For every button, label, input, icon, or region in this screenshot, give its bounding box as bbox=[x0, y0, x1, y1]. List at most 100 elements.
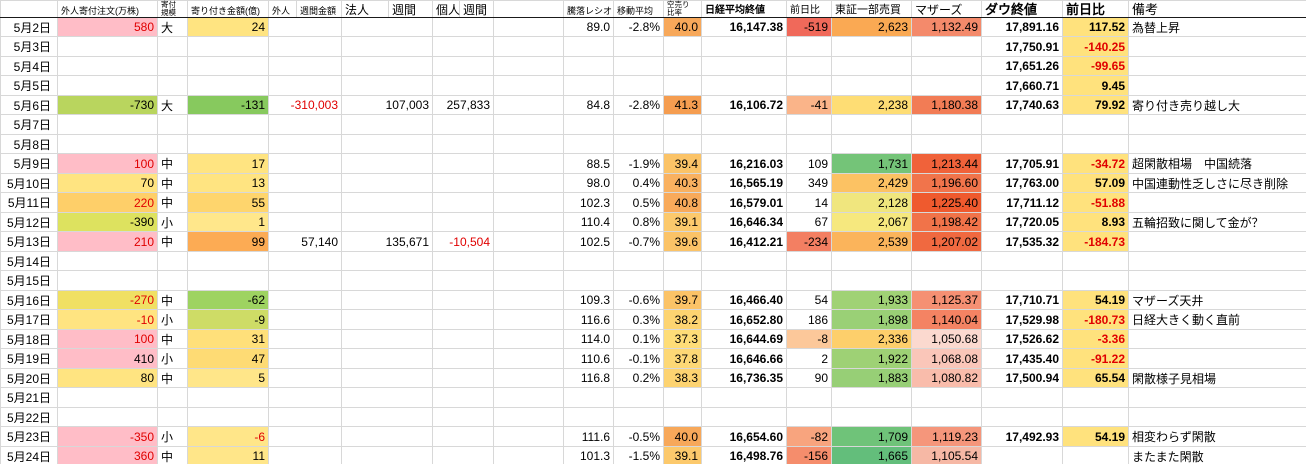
individual-weekly-cell[interactable] bbox=[432, 328, 494, 350]
moving-average-cell[interactable]: -0.7% bbox=[613, 231, 664, 252]
dow-change-cell[interactable] bbox=[1062, 406, 1129, 428]
foreign-order-cell[interactable]: 100 bbox=[57, 328, 158, 350]
order-size-cell[interactable] bbox=[157, 36, 188, 57]
spacer-cell[interactable] bbox=[493, 348, 564, 369]
remark-cell[interactable] bbox=[1128, 387, 1306, 408]
dow-change-cell[interactable]: -51.88 bbox=[1062, 192, 1129, 213]
order-size-cell[interactable]: 中 bbox=[157, 153, 188, 174]
corporate-weekly-cell[interactable] bbox=[341, 309, 433, 330]
mothers-cell[interactable]: 1,140.04 bbox=[911, 309, 982, 330]
date-cell[interactable]: 5月7日 bbox=[0, 114, 58, 135]
date-cell[interactable]: 5月14日 bbox=[0, 250, 58, 272]
nikkei-change-cell[interactable] bbox=[786, 387, 832, 408]
short-ratio-cell[interactable]: 39.4 bbox=[663, 153, 702, 174]
nikkei-change-cell[interactable] bbox=[786, 250, 832, 272]
corporate-weekly-cell[interactable] bbox=[341, 250, 433, 272]
date-cell[interactable]: 5月9日 bbox=[0, 153, 58, 174]
dow-change-cell[interactable]: -184.73 bbox=[1062, 231, 1129, 252]
dow-close-cell[interactable]: 17,435.40 bbox=[981, 348, 1063, 369]
updown-ratio-cell[interactable]: 110.6 bbox=[563, 348, 614, 369]
dow-change-cell[interactable]: 54.19 bbox=[1062, 426, 1129, 447]
updown-ratio-cell[interactable]: 111.6 bbox=[563, 426, 614, 447]
updown-ratio-cell[interactable] bbox=[563, 250, 614, 272]
foreign-order-cell[interactable] bbox=[57, 406, 158, 428]
individual-weekly-cell[interactable] bbox=[432, 211, 494, 233]
short-ratio-cell[interactable]: 37.8 bbox=[663, 348, 702, 369]
moving-average-cell[interactable]: -0.6% bbox=[613, 289, 664, 311]
individual-weekly-cell[interactable] bbox=[432, 172, 494, 194]
order-size-cell[interactable]: 中 bbox=[157, 367, 188, 389]
foreign-weekly-cell[interactable] bbox=[268, 211, 342, 233]
order-size-cell[interactable] bbox=[157, 133, 188, 155]
corporate-weekly-cell[interactable] bbox=[341, 289, 433, 311]
spacer-cell[interactable] bbox=[493, 16, 564, 38]
foreign-order-cell[interactable] bbox=[57, 250, 158, 272]
individual-weekly-cell[interactable] bbox=[432, 348, 494, 369]
spacer-cell[interactable] bbox=[493, 289, 564, 311]
nikkei-close-cell[interactable]: 16,216.03 bbox=[701, 153, 787, 174]
foreign-weekly-cell[interactable] bbox=[268, 387, 342, 408]
nikkei-close-cell[interactable]: 16,565.19 bbox=[701, 172, 787, 194]
short-ratio-cell[interactable]: 41.3 bbox=[663, 94, 702, 116]
foreign-weekly-cell[interactable] bbox=[268, 153, 342, 174]
spacer-cell[interactable] bbox=[493, 55, 564, 77]
foreign-order-header[interactable]: 外人寄付注文(万株) bbox=[57, 0, 158, 18]
corporate-weekly-cell[interactable] bbox=[341, 192, 433, 213]
mothers-cell[interactable]: 1,105.54 bbox=[911, 445, 982, 464]
foreign-order-cell[interactable]: 70 bbox=[57, 172, 158, 194]
open-amount-cell[interactable]: 24 bbox=[187, 16, 269, 38]
open-amount-cell[interactable]: -62 bbox=[187, 289, 269, 311]
foreign-order-cell[interactable]: 360 bbox=[57, 445, 158, 464]
foreign-order-cell[interactable]: 100 bbox=[57, 153, 158, 174]
dow-close-cell[interactable]: 17,660.71 bbox=[981, 75, 1063, 96]
nikkei-close-cell[interactable] bbox=[701, 387, 787, 408]
corporate-weekly-header[interactable]: 週間 bbox=[388, 0, 433, 18]
short-ratio-cell[interactable]: 40.8 bbox=[663, 192, 702, 213]
corporate-weekly-cell[interactable] bbox=[341, 55, 433, 77]
open-amount-cell[interactable]: -6 bbox=[187, 426, 269, 447]
remark-cell[interactable]: マザーズ天井 bbox=[1128, 289, 1306, 311]
dow-close-cell[interactable]: 17,492.93 bbox=[981, 426, 1063, 447]
remark-cell[interactable]: 寄り付き売り越し大 bbox=[1128, 94, 1306, 116]
tse-volume-header[interactable]: 東証一部売買 bbox=[831, 0, 912, 18]
nikkei-close-cell[interactable] bbox=[701, 75, 787, 96]
dow-close-cell[interactable] bbox=[981, 270, 1063, 291]
nikkei-close-cell[interactable]: 16,466.40 bbox=[701, 289, 787, 311]
dow-close-cell[interactable]: 17,750.91 bbox=[981, 36, 1063, 57]
order-size-cell[interactable]: 中 bbox=[157, 289, 188, 311]
updown-ratio-cell[interactable] bbox=[563, 114, 614, 135]
updown-ratio-cell[interactable]: 88.5 bbox=[563, 153, 614, 174]
nikkei-change-cell[interactable] bbox=[786, 406, 832, 428]
individual-weekly-cell[interactable] bbox=[432, 192, 494, 213]
remark-cell[interactable] bbox=[1128, 114, 1306, 135]
short-ratio-cell[interactable] bbox=[663, 133, 702, 155]
nikkei-change-cell[interactable]: 349 bbox=[786, 172, 832, 194]
spacer-cell[interactable] bbox=[493, 231, 564, 252]
corporate-weekly-cell[interactable]: 107,003 bbox=[341, 94, 433, 116]
nikkei-close-cell[interactable] bbox=[701, 406, 787, 428]
moving-average-cell[interactable] bbox=[613, 55, 664, 77]
nikkei-close-cell[interactable] bbox=[701, 133, 787, 155]
corporate-weekly-cell[interactable] bbox=[341, 270, 433, 291]
foreign-weekly-cell[interactable]: 57,140 bbox=[268, 231, 342, 252]
order-size-cell[interactable]: 小 bbox=[157, 211, 188, 233]
date-cell[interactable]: 5月4日 bbox=[0, 55, 58, 77]
mothers-cell[interactable] bbox=[911, 270, 982, 291]
nikkei-change-cell[interactable]: -82 bbox=[786, 426, 832, 447]
nikkei-close-cell[interactable]: 16,644.69 bbox=[701, 328, 787, 350]
remark-cell[interactable] bbox=[1128, 133, 1306, 155]
date-cell[interactable]: 5月16日 bbox=[0, 289, 58, 311]
foreign-order-cell[interactable]: -390 bbox=[57, 211, 158, 233]
spacer-cell[interactable] bbox=[493, 367, 564, 389]
individual-weekly-cell[interactable] bbox=[432, 309, 494, 330]
mothers-cell[interactable] bbox=[911, 114, 982, 135]
tse-volume-cell[interactable]: 2,336 bbox=[831, 328, 912, 350]
order-size-header[interactable]: 寄付 規模 bbox=[157, 0, 188, 18]
date-cell[interactable]: 5月21日 bbox=[0, 387, 58, 408]
order-size-cell[interactable]: 小 bbox=[157, 309, 188, 330]
remark-cell[interactable] bbox=[1128, 192, 1306, 213]
foreign-order-cell[interactable]: 580 bbox=[57, 16, 158, 38]
foreign-order-cell[interactable] bbox=[57, 387, 158, 408]
open-amount-cell[interactable] bbox=[187, 114, 269, 135]
dow-close-cell[interactable] bbox=[981, 406, 1063, 428]
